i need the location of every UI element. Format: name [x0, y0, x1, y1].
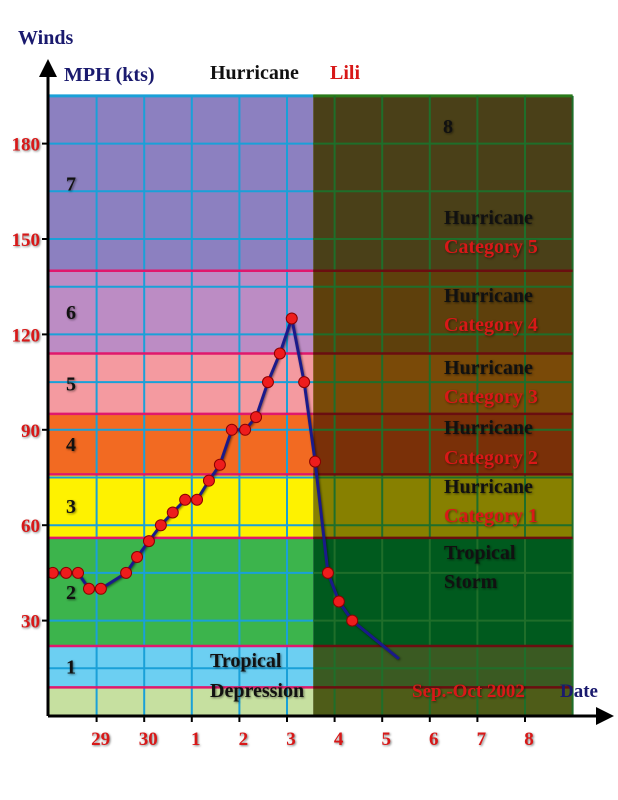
cat4-line1: Hurricane — [444, 285, 533, 307]
band-number: 7 — [66, 173, 76, 195]
cat2-line1: Hurricane — [444, 417, 533, 439]
chart-title-storm-name: Lili — [330, 62, 360, 84]
x-tick-label: 1 — [191, 729, 201, 750]
band-numbers: 1 2 3 4 5 6 7 — [66, 173, 76, 678]
data-point — [154, 519, 167, 532]
data-point — [60, 566, 73, 579]
band-1-forecast — [313, 646, 573, 688]
wind-series — [46, 312, 400, 660]
x-tick-label: 2 — [239, 729, 249, 750]
band-0-observed — [49, 687, 314, 716]
y-tick-label: 120 — [12, 325, 41, 346]
band-3-observed — [49, 474, 314, 538]
data-point — [309, 455, 322, 468]
cat4-line2: Category 4 — [444, 314, 538, 336]
data-point — [166, 506, 179, 519]
x-tick-label: 30 — [139, 729, 158, 750]
data-point — [332, 595, 345, 608]
y-ticks: 30 60 90 120 150 180 — [12, 135, 48, 633]
data-point — [202, 474, 215, 487]
data-point — [213, 458, 226, 471]
data-point — [120, 566, 133, 579]
band-4-forecast — [313, 413, 573, 475]
y-axis-label: Winds — [18, 27, 73, 49]
y-tick-label: 90 — [21, 421, 40, 442]
cat1-line2: Category 1 — [444, 505, 538, 527]
x-tick-label: 3 — [286, 729, 296, 750]
cat2-line2: Category 2 — [444, 447, 538, 469]
data-point — [250, 411, 263, 424]
band-3-forecast — [313, 474, 573, 538]
band-number: 3 — [66, 496, 76, 518]
y-tick-label: 60 — [21, 516, 40, 537]
band-number: 5 — [66, 374, 76, 396]
band-6-forecast — [313, 270, 573, 354]
cat1-line1: Hurricane — [444, 476, 533, 498]
period-label: Sep.-Oct 2002 — [412, 681, 525, 702]
chart-title: Hurricane — [210, 62, 299, 84]
data-point — [346, 614, 359, 627]
cat3-line2: Category 3 — [444, 386, 538, 408]
band-5-forecast — [313, 353, 573, 414]
data-point — [142, 535, 155, 548]
band-number: 4 — [66, 434, 76, 456]
x-tick-label: 6 — [429, 729, 439, 750]
cat3-line1: Hurricane — [444, 357, 533, 379]
category-labels: 8 Hurricane Category 5 Hurricane Categor… — [210, 116, 538, 702]
band-4-observed — [49, 413, 314, 475]
band-1-observed — [49, 646, 314, 688]
band-number: 1 — [66, 657, 76, 679]
band-6-observed — [49, 270, 314, 354]
band-7-forecast — [313, 95, 573, 271]
y-tick-label: 30 — [21, 612, 40, 633]
data-point — [298, 376, 311, 389]
y-tick-label: 180 — [12, 135, 41, 156]
td-line1: Tropical — [210, 650, 282, 672]
ts-line1: Tropical — [444, 542, 516, 564]
band-number: 2 — [66, 582, 76, 604]
x-ticks: 29 30 1 2 3 4 5 6 7 8 — [91, 716, 534, 750]
cat5-line1: Hurricane — [444, 207, 533, 229]
band-number: 6 — [66, 302, 76, 324]
data-point — [285, 312, 298, 325]
data-point — [225, 423, 238, 436]
category-8-label: 8 — [443, 116, 453, 138]
y-axis-units: MPH (kts) — [64, 64, 155, 86]
data-point — [239, 423, 252, 436]
y-tick-label: 150 — [12, 230, 41, 251]
x-tick-label: 4 — [334, 729, 344, 750]
band-2-forecast — [313, 537, 573, 647]
data-point — [273, 347, 286, 360]
data-point — [179, 493, 192, 506]
data-point — [321, 566, 334, 579]
ts-line2: Storm — [444, 571, 498, 593]
data-point — [261, 376, 274, 389]
band-0-forecast — [313, 687, 573, 716]
x-tick-label: 8 — [524, 729, 534, 750]
band-boundaries — [49, 269, 573, 689]
x-tick-label: 29 — [91, 729, 110, 750]
grid-lines — [49, 94, 574, 716]
x-tick-label: 7 — [477, 729, 487, 750]
data-point — [191, 493, 204, 506]
data-point — [82, 582, 95, 595]
data-point — [131, 551, 144, 563]
band-7-observed — [49, 95, 314, 271]
data-point — [94, 582, 107, 595]
x-axis-label: Date — [560, 681, 598, 702]
x-tick-label: 5 — [381, 729, 391, 750]
data-point — [72, 566, 85, 579]
td-line2: Depression — [210, 680, 304, 702]
cat5-line2: Category 5 — [444, 236, 538, 258]
